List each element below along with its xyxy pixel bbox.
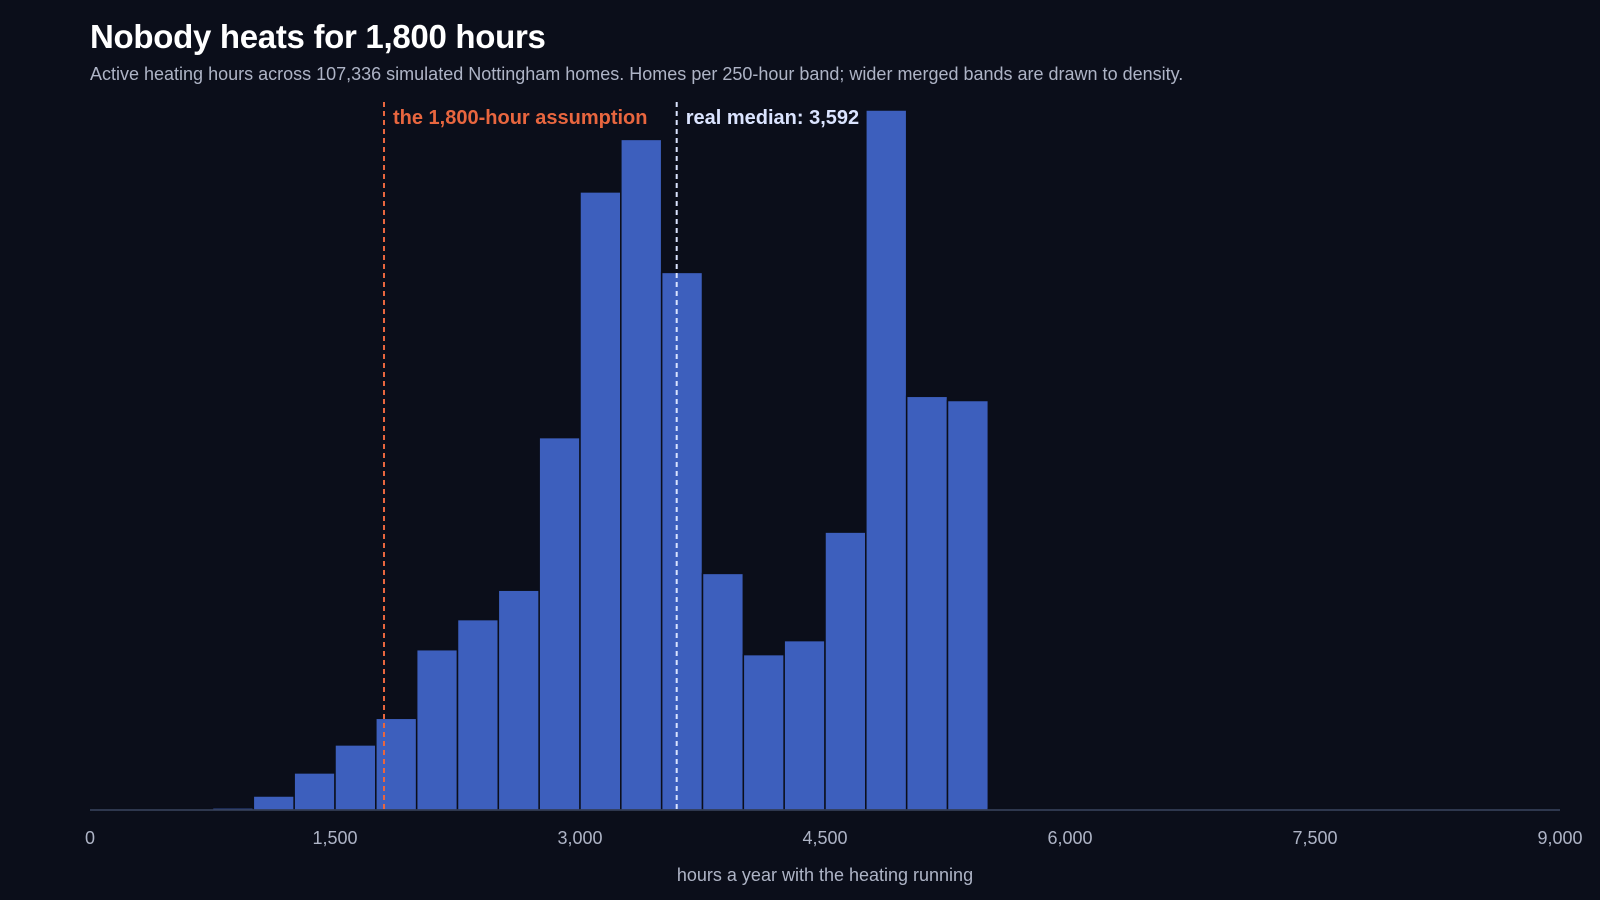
histogram-bar-14 bbox=[742, 653, 785, 811]
histogram-bar-17 bbox=[865, 109, 908, 811]
reference-line-label-0: the 1,800-hour assumption bbox=[393, 107, 648, 129]
x-tick-label-4: 6,000 bbox=[1047, 828, 1092, 848]
x-tick-label-6: 9,000 bbox=[1537, 828, 1582, 848]
x-axis-ticks: 0 1,500 3,000 4,500 6,000 7,500 9,000 bbox=[85, 828, 1583, 848]
histogram-bar-8 bbox=[497, 589, 540, 811]
histogram-bar-4 bbox=[334, 744, 377, 811]
histogram-bar-16 bbox=[824, 531, 867, 811]
reference-line-label-1: real median: 3,592 bbox=[686, 107, 859, 129]
histogram-bar-18 bbox=[905, 395, 949, 811]
histogram-bar-9 bbox=[538, 436, 581, 811]
x-tick-label-3: 4,500 bbox=[802, 828, 847, 848]
histogram-bar-19 bbox=[946, 399, 990, 811]
histogram-bar-13 bbox=[701, 572, 745, 811]
x-tick-label-5: 7,500 bbox=[1292, 828, 1337, 848]
histogram-bar-12 bbox=[660, 271, 704, 811]
histogram-bar-10 bbox=[579, 191, 622, 811]
histogram-bar-11 bbox=[620, 138, 663, 811]
bars-layer bbox=[89, 109, 1561, 811]
x-axis-label: hours a year with the heating running bbox=[677, 865, 973, 885]
histogram-bar-15 bbox=[783, 639, 826, 811]
reference-lines: the 1,800-hour assumption real median: 3,… bbox=[383, 102, 859, 810]
histogram-bar-2 bbox=[252, 795, 295, 811]
histogram-bar-7 bbox=[456, 618, 500, 811]
x-tick-label-2: 3,000 bbox=[557, 828, 602, 848]
histogram-bar-6 bbox=[415, 648, 459, 811]
histogram-bar-3 bbox=[293, 772, 336, 811]
chart-subtitle: Active heating hours across 107,336 simu… bbox=[90, 64, 1184, 84]
histogram-bar-5 bbox=[375, 717, 418, 811]
x-tick-label-1: 1,500 bbox=[312, 828, 357, 848]
x-tick-label-0: 0 bbox=[85, 828, 95, 848]
chart-title: Nobody heats for 1,800 hours bbox=[90, 18, 546, 55]
